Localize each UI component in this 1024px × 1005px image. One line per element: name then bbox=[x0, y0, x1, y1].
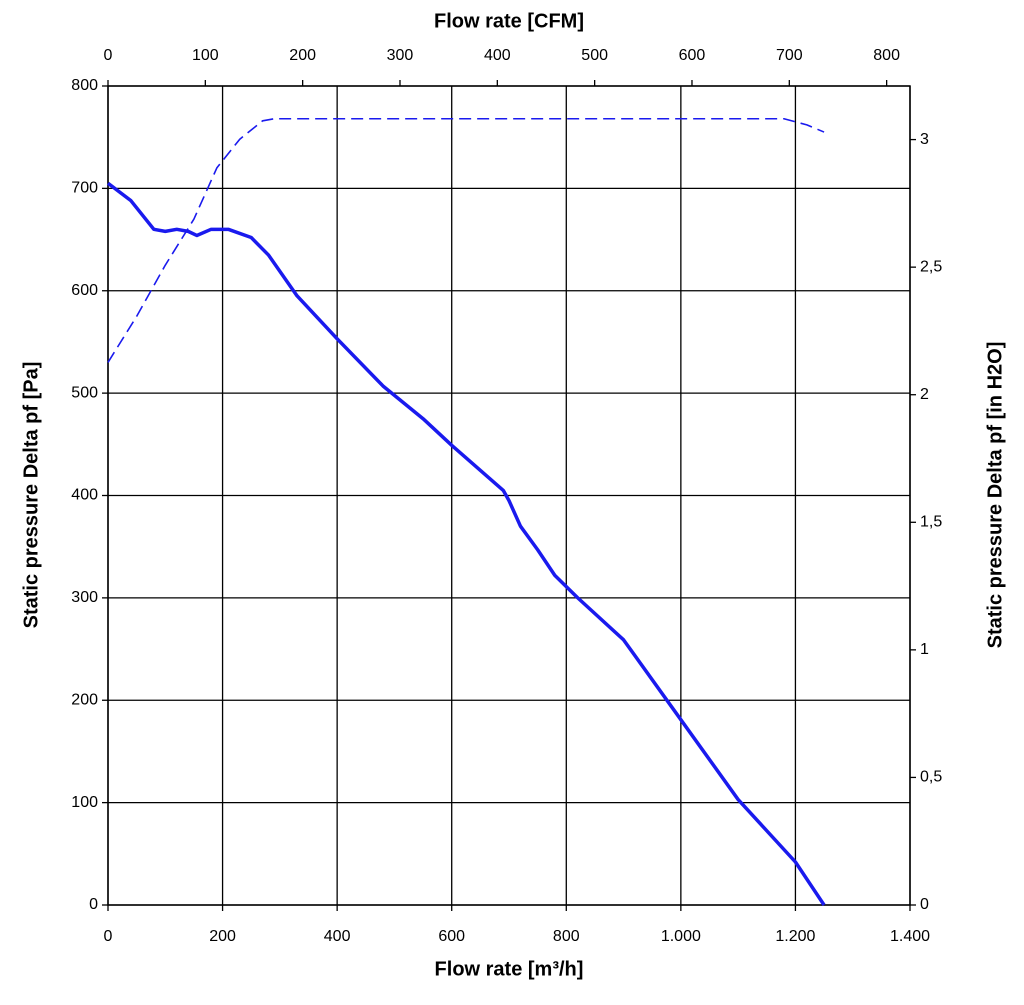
x-tick-label: 1.200 bbox=[775, 928, 815, 945]
x-tick-label: 600 bbox=[438, 928, 465, 945]
x2-tick-label: 700 bbox=[776, 47, 803, 64]
plot-frame bbox=[107, 85, 911, 906]
x2-tick-label: 600 bbox=[679, 47, 706, 64]
x2-tick-label: 800 bbox=[873, 47, 900, 64]
x2-axis-title: Flow rate [CFM] bbox=[434, 10, 584, 32]
y-tick-label: 800 bbox=[71, 77, 98, 94]
y-tick-label: 600 bbox=[71, 282, 98, 299]
curve-line bbox=[106, 181, 826, 906]
y2-axis-title: Static pressure Delta pf [in H2O] bbox=[984, 342, 1006, 649]
dashed-line bbox=[107, 117, 825, 363]
y-tick-label: 300 bbox=[71, 589, 98, 606]
y2-tick-label: 3 bbox=[920, 131, 929, 148]
y-tick-label: 200 bbox=[71, 691, 98, 708]
x-tick-label: 800 bbox=[553, 928, 580, 945]
x2-tick-label: 500 bbox=[581, 47, 608, 64]
y-tick-label: 500 bbox=[71, 384, 98, 401]
y2-tick-label: 2,5 bbox=[920, 258, 942, 275]
y2-tick-label: 0 bbox=[920, 896, 929, 913]
x-tick-label: 1.400 bbox=[890, 928, 930, 945]
y-tick-label: 700 bbox=[71, 180, 98, 197]
x2-tick-label: 100 bbox=[192, 47, 219, 64]
y-tick-label: 0 bbox=[89, 896, 98, 913]
y2-tick-label: 1,5 bbox=[920, 514, 942, 531]
x-axis-title: Flow rate [m³/h] bbox=[435, 958, 584, 980]
y-tick-label: 100 bbox=[71, 794, 98, 811]
x2-tick-label: 300 bbox=[387, 47, 414, 64]
y2-tick-label: 2 bbox=[920, 386, 929, 403]
x-tick-label: 0 bbox=[104, 928, 113, 945]
y-axis-title: Static pressure Delta pf [Pa] bbox=[20, 362, 42, 629]
y2-tick-label: 1 bbox=[920, 641, 929, 658]
x2-tick-label: 400 bbox=[484, 47, 511, 64]
x2-tick-label: 0 bbox=[104, 47, 113, 64]
x2-tick-label: 200 bbox=[289, 47, 316, 64]
x-tick-label: 1.000 bbox=[661, 928, 701, 945]
y2-tick-label: 0,5 bbox=[920, 769, 942, 786]
x-tick-label: 400 bbox=[324, 928, 351, 945]
y-tick-label: 400 bbox=[71, 487, 98, 504]
x-tick-label: 200 bbox=[209, 928, 236, 945]
